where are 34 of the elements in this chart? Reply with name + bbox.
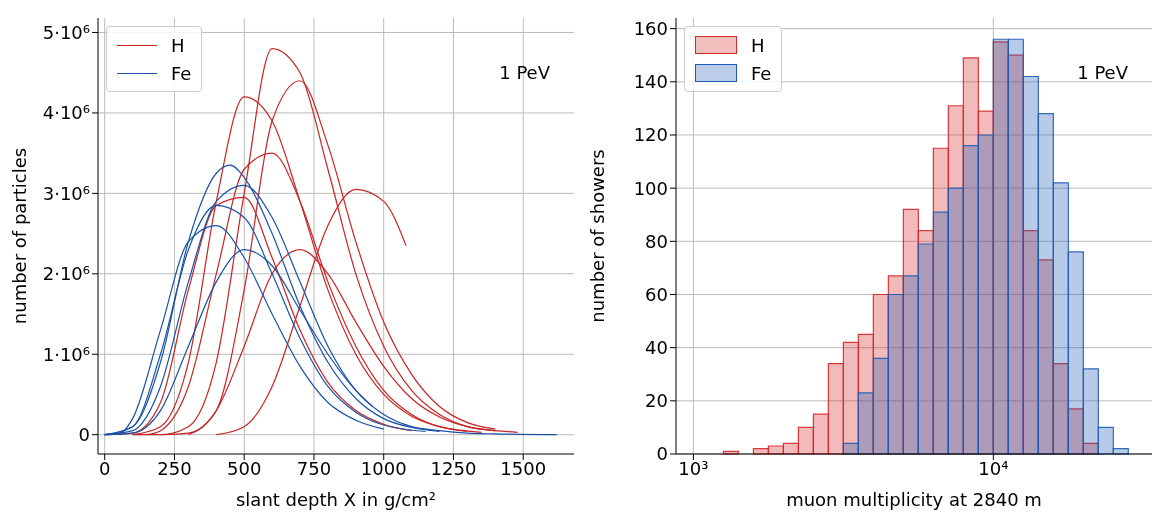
y-tick-label: 40	[645, 337, 668, 359]
y-tick-label: 60	[645, 283, 668, 305]
y-tick-label: 4·10⁶	[42, 102, 90, 124]
legend-label: H	[751, 34, 765, 56]
x-tick-label: 10⁴	[978, 457, 1009, 479]
y-tick-label: 2·10⁶	[42, 263, 90, 285]
y-tick-label: 1·10⁶	[42, 343, 90, 365]
x-tick-label: 750	[296, 457, 332, 479]
y-tick-label: 0	[78, 424, 90, 446]
y-tick-label: 160	[633, 18, 668, 40]
legend-label: H	[171, 34, 185, 56]
x-tick-label: 1250	[430, 457, 477, 479]
y-tick-label: 100	[633, 177, 668, 199]
y-tick-label: 0	[656, 443, 668, 465]
x-tick-label: 0	[98, 457, 111, 479]
x-tick-label: 500	[227, 457, 262, 479]
y-axis-title: number of showers	[587, 149, 609, 323]
x-axis-title: muon multiplicity at 2840 m	[786, 489, 1042, 510]
y-axis-title: number of particles	[9, 147, 31, 325]
y-tick-label: 3·10⁶	[42, 182, 90, 204]
y-tick-label: 120	[633, 124, 668, 146]
x-tick-label: 1500	[500, 457, 547, 479]
annotation: 1 PeV	[1077, 62, 1128, 83]
x-tick-label: 10³	[678, 457, 709, 479]
legend-label: Fe	[751, 62, 772, 84]
x-axis-title: slant depth X in g/cm²	[235, 489, 437, 510]
legend-label: Fe	[171, 62, 192, 84]
annotation: 1 PeV	[499, 62, 550, 83]
y-tick-label: 20	[645, 390, 668, 412]
x-tick-label: 250	[157, 457, 192, 479]
x-tick-label: 1000	[360, 457, 407, 479]
y-tick-label: 5·10⁶	[42, 21, 90, 43]
y-tick-label: 140	[633, 71, 668, 93]
y-tick-label: 80	[645, 230, 668, 252]
